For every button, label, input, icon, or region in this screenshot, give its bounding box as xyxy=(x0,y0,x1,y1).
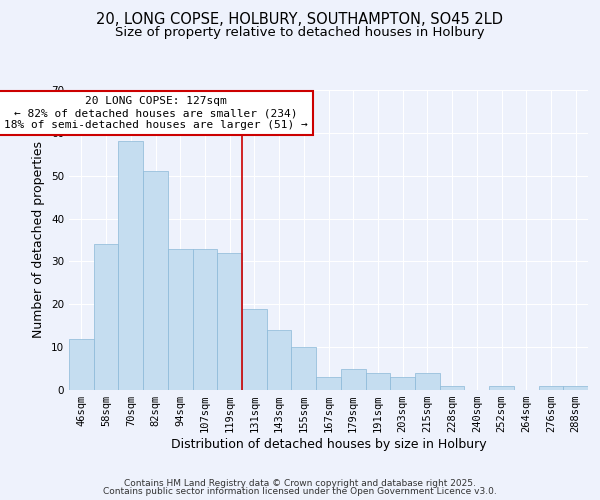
Text: 20 LONG COPSE: 127sqm
← 82% of detached houses are smaller (234)
18% of semi-det: 20 LONG COPSE: 127sqm ← 82% of detached … xyxy=(4,96,307,130)
Bar xyxy=(94,244,118,390)
Text: Size of property relative to detached houses in Holbury: Size of property relative to detached ho… xyxy=(115,26,485,39)
Bar xyxy=(390,377,415,390)
Text: Contains public sector information licensed under the Open Government Licence v3: Contains public sector information licen… xyxy=(103,487,497,496)
Bar xyxy=(365,373,390,390)
Bar xyxy=(440,386,464,390)
Text: 20, LONG COPSE, HOLBURY, SOUTHAMPTON, SO45 2LD: 20, LONG COPSE, HOLBURY, SOUTHAMPTON, SO… xyxy=(97,12,503,28)
Bar xyxy=(341,368,365,390)
Bar xyxy=(193,248,217,390)
Bar xyxy=(415,373,440,390)
Bar xyxy=(563,386,588,390)
Bar xyxy=(217,253,242,390)
Bar xyxy=(539,386,563,390)
Bar xyxy=(489,386,514,390)
Y-axis label: Number of detached properties: Number of detached properties xyxy=(32,142,46,338)
Bar xyxy=(69,338,94,390)
Bar xyxy=(168,248,193,390)
Bar xyxy=(316,377,341,390)
Bar xyxy=(267,330,292,390)
Bar xyxy=(292,347,316,390)
Bar xyxy=(242,308,267,390)
Bar xyxy=(118,142,143,390)
Text: Contains HM Land Registry data © Crown copyright and database right 2025.: Contains HM Land Registry data © Crown c… xyxy=(124,478,476,488)
X-axis label: Distribution of detached houses by size in Holbury: Distribution of detached houses by size … xyxy=(170,438,487,451)
Bar xyxy=(143,172,168,390)
